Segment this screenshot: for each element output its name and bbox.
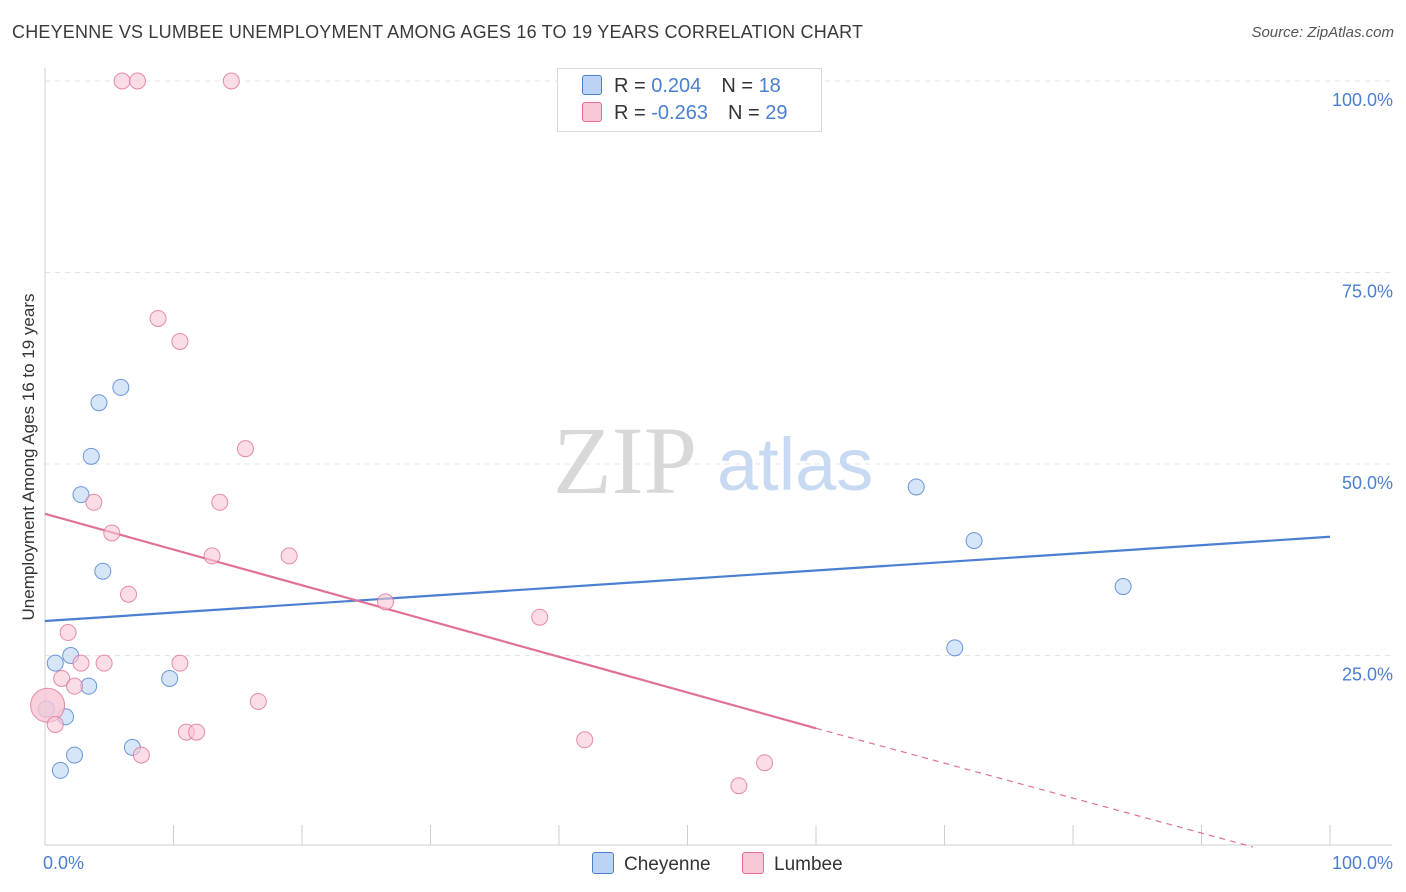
y-tick-label: 100.0%	[1332, 90, 1393, 110]
lumbee-point	[203, 547, 221, 565]
cheyenne-point	[112, 378, 130, 396]
cheyenne-point	[72, 486, 90, 504]
lumbee-point	[103, 524, 121, 542]
lumbee-point	[46, 715, 64, 733]
lumbee-point	[120, 585, 138, 603]
lumbee-swatch	[582, 102, 602, 122]
grid-lines	[45, 80, 1393, 656]
tick-labels: 0.0% 100.0% 25.0% 50.0% 75.0% 100.0%	[43, 90, 1393, 873]
bottom-legend-cheyenne: Cheyenne	[592, 852, 711, 876]
cheyenne-point	[946, 639, 964, 657]
lumbee-point	[171, 654, 189, 672]
lumbee-point	[53, 669, 71, 687]
lumbee-point	[95, 654, 113, 672]
cheyenne-point	[80, 677, 98, 695]
cheyenne-point	[161, 669, 179, 687]
x-tick-label: 100.0%	[1332, 853, 1393, 873]
lumbee-point	[280, 547, 298, 565]
data-points	[30, 72, 1132, 795]
legend-r-value: 0.204	[651, 75, 702, 97]
cheyenne-point	[46, 654, 64, 672]
cheyenne-point	[66, 746, 84, 764]
y-tick-label: 75.0%	[1342, 282, 1393, 302]
cheyenne-point	[1114, 578, 1132, 596]
lumbee-legend-swatch	[742, 852, 764, 874]
legend-r-value: -0.263	[651, 102, 708, 124]
legend: R = 0.204 N = 18 R = -0.263 N = 29	[557, 68, 822, 132]
cheyenne-point	[94, 562, 112, 580]
watermark-atlas: atlas	[717, 423, 873, 506]
lumbee-point	[576, 731, 594, 749]
cheyenne-point	[82, 447, 100, 465]
bottom-legend-lumbee: Lumbee	[742, 852, 843, 876]
lumbee-point	[132, 746, 150, 764]
lumbee-point	[72, 654, 90, 672]
lumbee-point	[756, 754, 774, 772]
axes	[44, 68, 1392, 846]
cheyenne-point	[51, 761, 69, 779]
legend-n-label: N =	[727, 102, 766, 124]
cheyenne-point	[907, 478, 925, 496]
cheyenne-trend-line	[44, 535, 1331, 623]
y-tick-label: 25.0%	[1342, 665, 1393, 685]
legend-n-value: 18	[758, 75, 781, 97]
lumbee-point	[377, 593, 395, 611]
lumbee-point	[129, 72, 147, 90]
x-tick-label: 0.0%	[43, 853, 84, 873]
watermark-zip: ZIP	[553, 407, 697, 514]
source-label: Source: ZipAtlas.com	[1251, 24, 1394, 41]
legend-row-cheyenne: R = 0.204 N = 18	[582, 75, 781, 101]
lumbee-point	[249, 692, 267, 710]
cheyenne-swatch	[582, 75, 602, 95]
lumbee-point	[85, 493, 103, 511]
lumbee-trend-extension	[815, 727, 1254, 848]
y-axis-label: Unemployment Among Ages 16 to 19 years	[19, 294, 38, 621]
legend-r-label: R =	[614, 102, 652, 124]
chart-title: CHEYENNE VS LUMBEE UNEMPLOYMENT AMONG AG…	[12, 22, 864, 42]
cheyenne-point	[90, 394, 108, 412]
lumbee-point	[730, 777, 748, 795]
legend-r-label: R =	[614, 75, 652, 97]
lumbee-point	[531, 608, 549, 626]
lumbee-point	[188, 723, 206, 741]
y-tick-label: 50.0%	[1342, 473, 1393, 493]
lumbee-point	[211, 493, 229, 511]
lumbee-point	[222, 72, 240, 90]
watermark: ZIP atlas	[553, 407, 873, 514]
lumbee-point	[236, 440, 254, 458]
cheyenne-legend-swatch	[592, 852, 614, 874]
lumbee-point	[59, 624, 77, 642]
bottom-legend-label: Lumbee	[774, 854, 843, 875]
lumbee-point	[171, 332, 189, 350]
lumbee-point	[66, 677, 84, 695]
cheyenne-point	[965, 532, 983, 550]
trend-lines	[44, 512, 1331, 848]
lumbee-trend-line	[44, 512, 817, 730]
legend-row-lumbee: R = -0.263 N = 29	[582, 102, 787, 128]
bottom-legend-label: Cheyenne	[624, 854, 711, 875]
lumbee-point	[113, 72, 131, 90]
lumbee-point	[149, 309, 167, 327]
legend-n-label: N =	[721, 75, 759, 97]
legend-n-value: 29	[765, 102, 788, 124]
